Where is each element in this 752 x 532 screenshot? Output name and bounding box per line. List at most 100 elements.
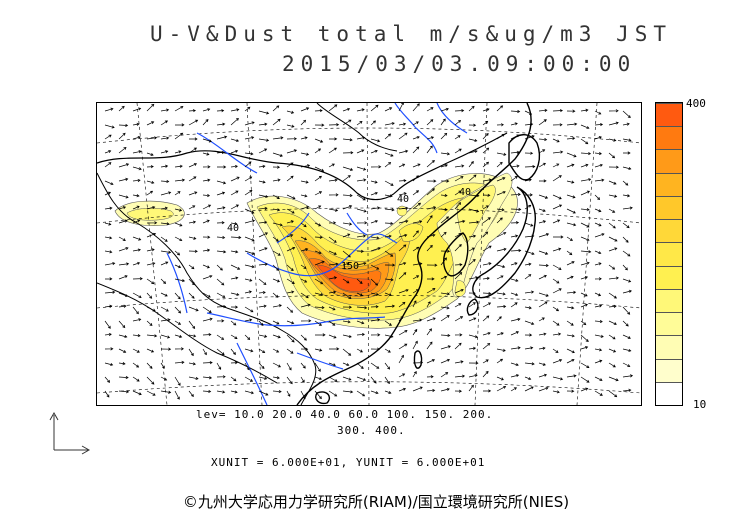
wind-arrow bbox=[230, 250, 239, 254]
wind-arrow bbox=[202, 178, 211, 182]
wind-arrow bbox=[440, 358, 451, 364]
wind-arrow bbox=[230, 376, 237, 382]
wind-arrow bbox=[342, 193, 353, 198]
wind-arrow bbox=[300, 136, 308, 140]
wind-arrow bbox=[384, 390, 392, 394]
wind-arrow bbox=[216, 191, 226, 196]
wind-arrow bbox=[118, 247, 129, 252]
wind-arrow bbox=[258, 148, 268, 154]
wind-arrow bbox=[566, 136, 576, 140]
wind-arrow bbox=[454, 374, 466, 378]
wind-arrow bbox=[440, 292, 451, 296]
wind-arrow bbox=[384, 250, 394, 257]
wind-arrow bbox=[188, 306, 199, 312]
wind-arrow bbox=[384, 348, 391, 353]
wind-arrow bbox=[244, 306, 254, 313]
wind-arrow bbox=[552, 219, 561, 224]
wind-arrow bbox=[160, 334, 171, 339]
wind-arrow bbox=[272, 278, 281, 283]
wind-arrow bbox=[580, 292, 588, 297]
wind-arrow bbox=[482, 302, 492, 308]
wind-arrow bbox=[118, 362, 126, 366]
wind-arrow bbox=[538, 346, 546, 350]
wind-arrow bbox=[594, 348, 603, 352]
wind-arrow bbox=[258, 138, 270, 142]
wind-arrow bbox=[524, 234, 535, 238]
wind-arrow bbox=[244, 250, 255, 255]
wind-arrow bbox=[426, 160, 435, 168]
wind-arrow bbox=[314, 235, 323, 239]
wind-arrow bbox=[566, 163, 575, 168]
wind-arrow bbox=[370, 305, 379, 309]
wind-arrow bbox=[468, 174, 477, 182]
wind-arrow bbox=[174, 250, 181, 256]
wind-arrow bbox=[132, 166, 142, 171]
wind-arrow bbox=[300, 119, 307, 126]
wind-arrow bbox=[538, 119, 547, 126]
wind-arrow bbox=[496, 177, 506, 182]
wind-arrow bbox=[314, 250, 322, 255]
wind-arrow bbox=[216, 180, 227, 185]
wind-arrow bbox=[272, 390, 282, 394]
wind-arrow bbox=[328, 276, 338, 280]
wind-arrow bbox=[258, 376, 268, 380]
wind-arrow bbox=[524, 262, 532, 266]
wind-arrow bbox=[622, 138, 632, 142]
wind-arrow bbox=[300, 334, 307, 341]
wind-arrow bbox=[384, 122, 395, 126]
wind-arrow bbox=[258, 362, 265, 369]
wind-arrow bbox=[356, 348, 363, 353]
contour-label-2: 40 bbox=[397, 194, 409, 205]
wind-arrow bbox=[174, 123, 185, 127]
wind-arrow bbox=[482, 147, 490, 154]
wind-arrow bbox=[244, 161, 252, 168]
wind-arrow bbox=[594, 319, 603, 324]
wind-arrow bbox=[398, 272, 407, 280]
wind-arrow bbox=[314, 222, 322, 227]
wind-arrow bbox=[496, 264, 506, 269]
wind-arrow bbox=[608, 152, 616, 159]
wind-arrow bbox=[594, 376, 603, 381]
wind-arrow bbox=[118, 132, 126, 140]
wind-arrow bbox=[118, 292, 129, 298]
wind-arrow bbox=[384, 180, 394, 186]
wind-arrow bbox=[426, 375, 434, 379]
wind-arrow bbox=[510, 192, 521, 197]
wind-arrow bbox=[202, 292, 211, 298]
wind-arrow bbox=[468, 138, 478, 143]
wind-arrow bbox=[524, 178, 532, 182]
wind-arrow bbox=[230, 292, 240, 297]
wind-arrow bbox=[454, 272, 463, 280]
wind-arrow bbox=[608, 292, 617, 299]
wind-arrow bbox=[538, 162, 546, 168]
wind-arrow bbox=[566, 389, 575, 393]
wind-arrow bbox=[482, 178, 492, 182]
wind-arrow bbox=[216, 109, 225, 113]
wind-arrow bbox=[272, 304, 282, 308]
wind-arrow bbox=[622, 122, 630, 126]
wind-arrow bbox=[230, 235, 242, 240]
wind-arrow bbox=[468, 234, 477, 238]
wind-arrow bbox=[426, 288, 436, 294]
wind-arrow bbox=[524, 204, 532, 210]
wind-arrow bbox=[356, 234, 367, 238]
wind-arrow bbox=[538, 362, 546, 366]
wind-arrow bbox=[594, 304, 603, 308]
wind-arrow bbox=[552, 150, 564, 154]
wind-arrow bbox=[412, 190, 420, 196]
wind-arrow bbox=[510, 373, 520, 378]
wind-arrow bbox=[132, 362, 140, 368]
wind-arrow bbox=[272, 194, 280, 199]
wind-arrow bbox=[216, 250, 227, 254]
wind-arrow bbox=[328, 137, 338, 141]
wind-arrow bbox=[132, 318, 142, 322]
wind-arrow bbox=[132, 122, 140, 126]
wind-arrow bbox=[160, 136, 170, 140]
wind-arrow bbox=[622, 374, 634, 378]
wind-arrow bbox=[524, 386, 534, 392]
wind-arrow bbox=[286, 362, 292, 371]
wind-arrow bbox=[300, 347, 309, 351]
wind-arrow bbox=[412, 300, 417, 308]
wind-arrow bbox=[132, 178, 141, 183]
wind-vectors bbox=[104, 103, 634, 400]
